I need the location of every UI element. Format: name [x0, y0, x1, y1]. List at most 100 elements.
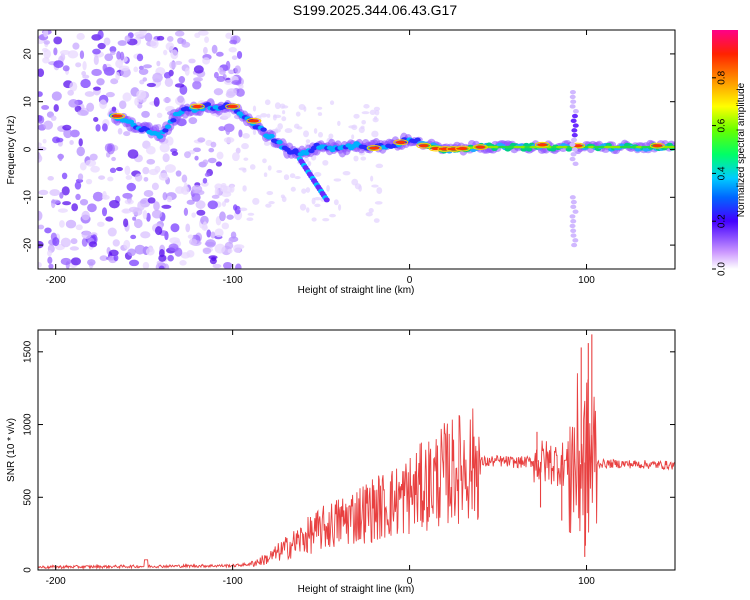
noise-blob [234, 65, 241, 74]
colorbar-tick-label-2: 0.4 [717, 166, 728, 180]
colorbar-tick-label-4: 0.8 [717, 70, 728, 84]
noise-blob [374, 201, 383, 205]
noise-blob [184, 67, 190, 76]
ridge-vertical [570, 152, 577, 157]
noise-blob [184, 151, 191, 159]
noise-blob [59, 49, 71, 55]
noise-blob [38, 210, 43, 221]
noise-blob [136, 53, 144, 62]
noise-blob [69, 129, 80, 138]
noise-blob [134, 31, 145, 38]
noise-blob [59, 192, 64, 199]
ridge-core [164, 124, 172, 129]
noise-blob [187, 234, 194, 239]
noise-blob [373, 218, 380, 223]
noise-blob [133, 218, 143, 229]
noise-blob [134, 97, 140, 106]
noise-blob [279, 103, 286, 109]
noise-blob [202, 247, 212, 255]
ridge-vertical [569, 223, 576, 229]
noise-blob [313, 172, 322, 177]
colorbar-tick-label-3: 0.6 [717, 118, 728, 132]
noise-blob [307, 161, 312, 167]
noise-blob [162, 153, 170, 163]
noise-blob [76, 146, 85, 157]
ridge-halo [106, 143, 115, 155]
colorbar: 0.0 0.2 0.4 0.6 0.8 Normalized spectral ampl… [712, 30, 747, 276]
noise-blob [280, 194, 285, 199]
noise-blob [38, 142, 42, 147]
noise-blob [163, 97, 172, 103]
noise-blob [77, 173, 84, 181]
spectrogram-x-ticks: -200 -100 0 100 [46, 30, 595, 286]
noise-blob [168, 243, 179, 252]
noise-blob [113, 254, 119, 262]
noise-blob [87, 259, 96, 266]
noise-blob [206, 229, 212, 238]
noise-blob [85, 178, 93, 185]
colorbar-gradient [712, 30, 738, 269]
noise-blob [89, 153, 98, 161]
noise-blob [128, 206, 140, 213]
ridge-vertical [572, 123, 579, 128]
noise-blob [188, 58, 196, 64]
noise-blob [70, 257, 81, 266]
ridge-hotspot-ring [416, 142, 432, 149]
ridge-vertical [570, 199, 577, 205]
noise-blob [247, 212, 255, 216]
noise-blob [216, 51, 224, 57]
noise-blob [79, 162, 87, 171]
noise-blob [140, 231, 151, 239]
ridge-vertical [571, 113, 578, 119]
noise-blob [211, 44, 218, 54]
noise-blob [104, 53, 114, 62]
noise-blob [67, 50, 79, 59]
noise-blob [142, 261, 150, 269]
noise-blob [293, 123, 300, 129]
noise-blob [68, 98, 79, 108]
noise-blob [294, 176, 301, 180]
noise-blob [164, 164, 176, 173]
ridge-hotspot [112, 114, 123, 118]
noise-blob [127, 149, 139, 159]
noise-blob [353, 155, 359, 162]
noise-blob [101, 123, 108, 132]
noise-blob [143, 64, 152, 69]
ridge-hotspot-ring [534, 141, 550, 148]
noise-blob [241, 143, 249, 150]
spectrogram-x-tick-label-0: -200 [46, 275, 66, 286]
noise-blob [53, 104, 59, 112]
noise-blob [214, 243, 226, 254]
noise-blob [229, 39, 238, 45]
noise-blob [52, 237, 60, 247]
colorbar-tick-label-1: 0.2 [717, 214, 728, 228]
noise-blob [80, 78, 91, 89]
noise-blob [201, 181, 209, 187]
noise-blob [124, 35, 131, 42]
noise-blob [226, 214, 234, 220]
noise-blob [77, 109, 89, 116]
noise-blob [243, 157, 249, 161]
noise-blob [164, 77, 174, 88]
noise-blob [303, 130, 310, 138]
noise-blob [102, 191, 107, 199]
noise-blob [188, 117, 198, 125]
noise-blob [329, 100, 335, 106]
noise-blob [70, 238, 78, 245]
noise-blob [165, 136, 174, 146]
spectrogram-y-tick-label-0: -20 [23, 237, 34, 252]
noise-blob [268, 200, 275, 205]
noise-blob [361, 111, 370, 115]
noise-blob [276, 169, 283, 173]
noise-blob [136, 89, 147, 100]
noise-blob [132, 216, 137, 221]
noise-blob [105, 91, 115, 98]
noise-blob [205, 239, 216, 248]
noise-blob [143, 190, 154, 197]
noise-blob [141, 110, 150, 118]
noise-blob [87, 203, 97, 213]
noise-blob [277, 123, 283, 130]
noise-blob [204, 172, 211, 177]
noise-blob [47, 176, 54, 181]
noise-blob [311, 217, 317, 222]
